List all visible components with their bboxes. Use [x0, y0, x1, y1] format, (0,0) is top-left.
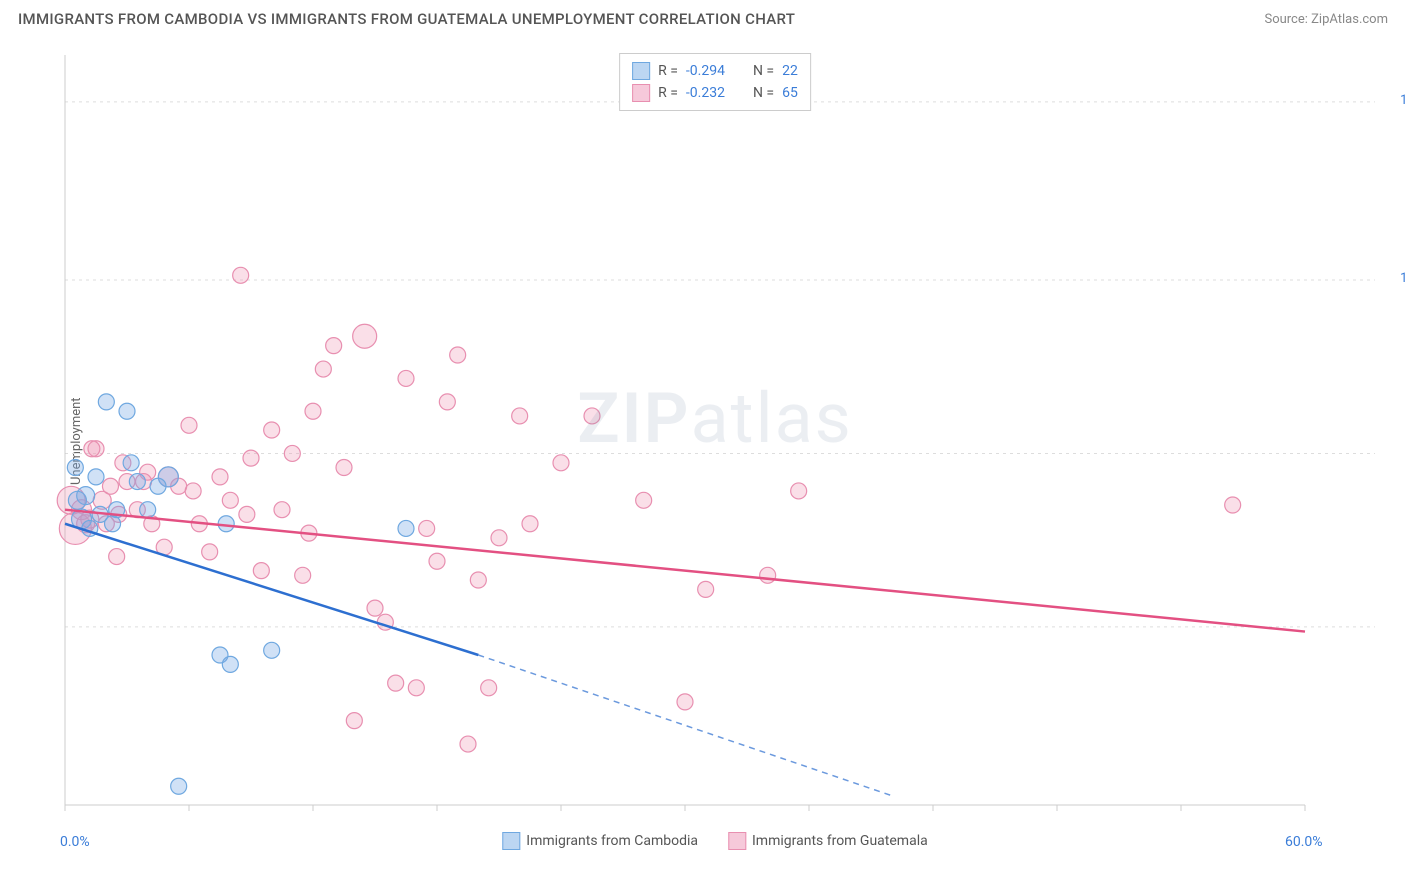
- stat-label: R =: [658, 85, 678, 101]
- stat-value: 22: [782, 63, 798, 79]
- legend: Immigrants from Cambodia Immigrants from…: [502, 832, 927, 850]
- x-tick-label: 60.0%: [1285, 834, 1323, 850]
- stats-row-cambodia: R = -0.294 N = 22: [632, 60, 798, 82]
- legend-label: Immigrants from Cambodia: [526, 833, 698, 849]
- swatch-cambodia: [502, 832, 520, 850]
- scatter-plot: [55, 45, 1375, 825]
- y-tick-label: 15.0%: [1380, 93, 1406, 108]
- chart-area: ZIPatlas Unemployment R = -0.294 N = 22 …: [55, 45, 1375, 825]
- x-tick-label: 0.0%: [60, 834, 90, 850]
- y-tick-label: 7.5%: [1380, 444, 1406, 459]
- legend-item-cambodia: Immigrants from Cambodia: [502, 832, 698, 850]
- stat-value: -0.294: [686, 63, 725, 79]
- stat-label: N =: [753, 85, 774, 101]
- chart-title: IMMIGRANTS FROM CAMBODIA VS IMMIGRANTS F…: [18, 10, 795, 28]
- stat-label: N =: [753, 63, 774, 79]
- swatch-cambodia: [632, 62, 650, 80]
- correlation-stats-box: R = -0.294 N = 22 R = -0.232 N = 65: [619, 53, 811, 111]
- y-tick-label: 11.2%: [1380, 271, 1406, 286]
- legend-label: Immigrants from Guatemala: [752, 833, 928, 849]
- swatch-guatemala: [632, 84, 650, 102]
- stat-value: 65: [782, 85, 798, 101]
- stat-label: R =: [658, 63, 678, 79]
- stats-row-guatemala: R = -0.232 N = 65: [632, 82, 798, 104]
- y-tick-label: 3.8%: [1380, 618, 1406, 633]
- stat-value: -0.232: [686, 85, 725, 101]
- legend-item-guatemala: Immigrants from Guatemala: [728, 832, 928, 850]
- swatch-guatemala: [728, 832, 746, 850]
- source-attribution: Source: ZipAtlas.com: [1264, 12, 1388, 27]
